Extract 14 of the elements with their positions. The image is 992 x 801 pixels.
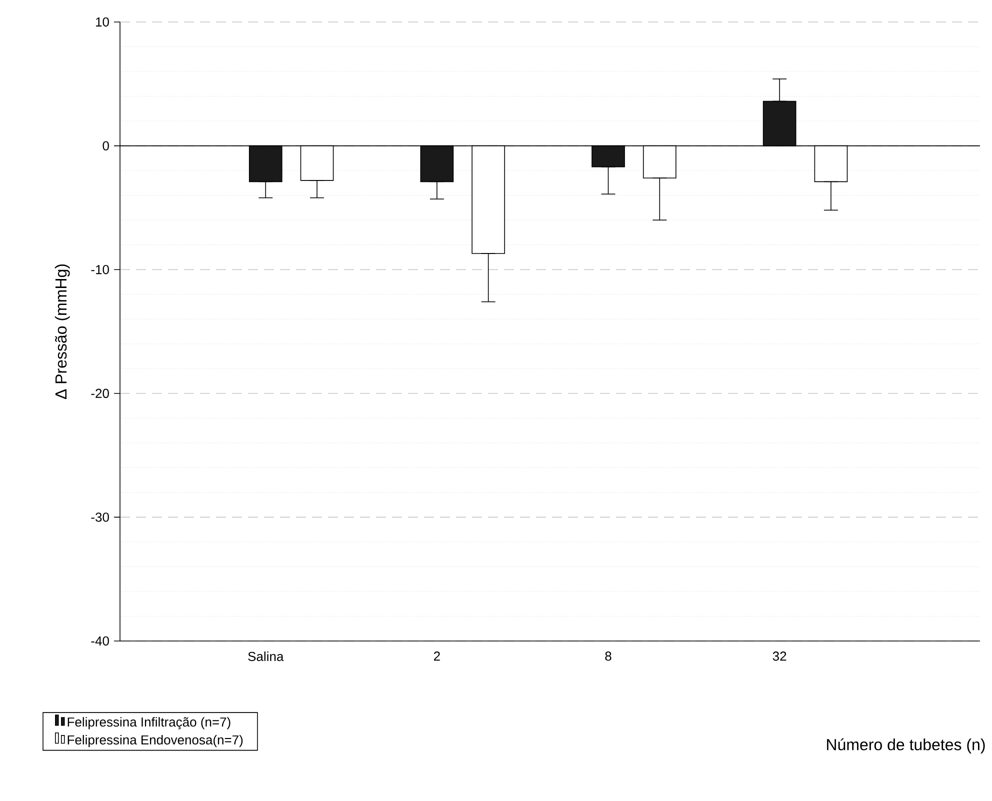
y-tick-label: -40 [91,636,109,646]
y-axis-title: Δ Pressão (mmHg) [54,264,70,400]
x-tick-label: 2 [434,652,440,661]
x-tick-label: 32 [772,652,786,661]
y-tick-label: -10 [91,264,109,274]
legend-label: Felipressina Endovenosa(n=7) [68,734,243,748]
x-tick-label: 8 [605,652,612,661]
x-axis-title: Número de tubetes (n) [827,738,985,754]
y-tick-label: -20 [91,388,109,398]
y-tick-label: 10 [96,17,109,27]
y-tick-label: 0 [102,141,109,150]
y-tick-label: -30 [91,512,109,522]
legend-label: Felipressina Infiltração (n=7) [68,717,230,730]
x-tick-label: Salina [248,652,284,662]
